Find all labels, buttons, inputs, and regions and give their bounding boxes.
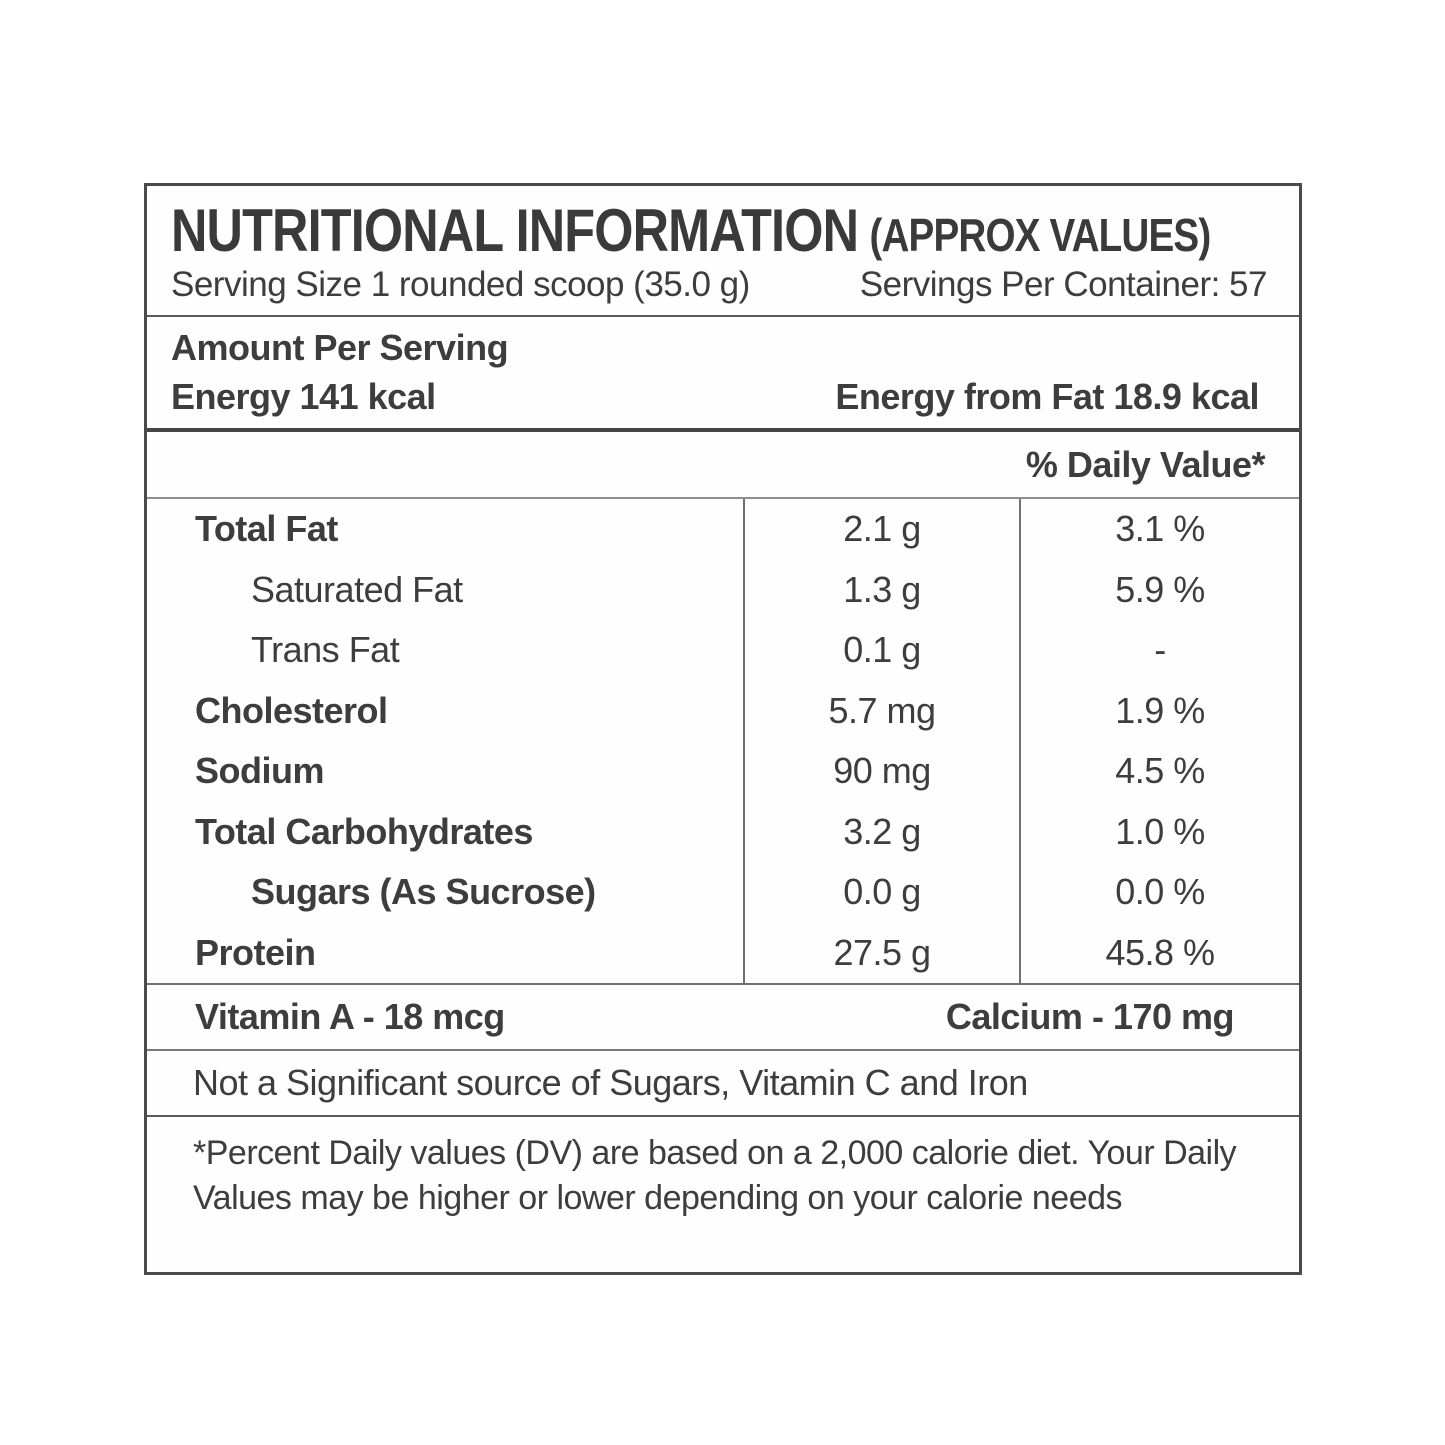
not-significant-row: Not a Significant source of Sugars, Vita…	[147, 1049, 1299, 1115]
energy-text: Energy 141 kcal	[171, 376, 436, 417]
table-row: Saturated Fat 1.3 g 5.9 %	[147, 559, 1299, 620]
header-section: NUTRITIONAL INFORMATION (APPROX VALUES) …	[147, 186, 1299, 315]
page-title: NUTRITIONAL INFORMATION	[171, 197, 859, 264]
footnote-section: *Percent Daily values (DV) are based on …	[147, 1115, 1299, 1272]
nutrient-amount: 27.5 g	[743, 922, 1021, 983]
daily-value-header-text: % Daily Value*	[1025, 443, 1266, 485]
micronutrients-row: Vitamin A - 18 mcg Calcium - 170 mg	[147, 983, 1299, 1049]
nutrient-amount: 0.1 g	[743, 620, 1021, 681]
calcium-text: Calcium - 170 mg	[945, 996, 1235, 1037]
nutrient-daily-value: 0.0 %	[1115, 871, 1205, 913]
nutrient-daily-value: 1.0 %	[1115, 810, 1205, 852]
title-line: NUTRITIONAL INFORMATION (APPROX VALUES)	[171, 196, 1211, 265]
nutrient-daily-value: 1.9 %	[1115, 689, 1205, 731]
nutrient-label: Total Fat	[195, 508, 338, 550]
nutrient-label: Sugars (As Sucrose)	[251, 871, 596, 913]
serving-line: Serving Size 1 rounded scoop (35.0 g) Se…	[171, 265, 1268, 309]
nutrient-daily-value: 45.8 %	[1105, 931, 1215, 973]
nutrient-label: Cholesterol	[195, 689, 388, 731]
nutrient-amount: 90 mg	[743, 741, 1021, 802]
amount-per-serving-section: Amount Per Serving Energy 141 kcal Energ…	[147, 315, 1299, 428]
amount-per-serving-heading: Amount Per Serving	[171, 327, 509, 368]
daily-value-header-row: % Daily Value*	[147, 428, 1299, 499]
nutrient-amount: 3.2 g	[743, 801, 1021, 862]
nutrient-label: Sodium	[195, 750, 325, 792]
table-row: Sodium 90 mg 4.5 %	[147, 741, 1299, 802]
table-row: Protein 27.5 g 45.8 %	[147, 922, 1299, 983]
nutrient-label: Total Carbohydrates	[195, 810, 533, 852]
table-row: Total Carbohydrates 3.2 g 1.0 %	[147, 801, 1299, 862]
servings-per-container-text: Servings Per Container: 57	[859, 265, 1268, 304]
table-row: Total Fat 2.1 g 3.1 %	[147, 499, 1299, 560]
nutrient-daily-value: -	[1154, 629, 1166, 671]
nutrition-label: NUTRITIONAL INFORMATION (APPROX VALUES) …	[144, 183, 1302, 1275]
nutrient-label: Protein	[195, 931, 316, 973]
energy-from-fat-text: Energy from Fat 18.9 kcal	[835, 376, 1259, 417]
title-approx-values: (APPROX VALUES)	[869, 209, 1211, 261]
nutrient-amount: 1.3 g	[743, 559, 1021, 620]
nutrient-daily-value: 4.5 %	[1115, 750, 1205, 792]
nutrient-amount: 0.0 g	[743, 862, 1021, 923]
energy-line: Energy 141 kcal Energy from Fat 18.9 kca…	[171, 376, 1259, 418]
not-significant-text: Not a Significant source of Sugars, Vita…	[193, 1062, 1028, 1103]
nutrient-amount: 2.1 g	[743, 499, 1021, 560]
nutrient-amount: 5.7 mg	[743, 680, 1021, 741]
table-row: Sugars (As Sucrose) 0.0 g 0.0 %	[147, 862, 1299, 923]
nutrient-table: Total Fat 2.1 g 3.1 % Saturated Fat 1.3 …	[147, 499, 1299, 983]
nutrient-label: Trans Fat	[251, 629, 400, 671]
table-row: Cholesterol 5.7 mg 1.9 %	[147, 680, 1299, 741]
table-row: Trans Fat 0.1 g -	[147, 620, 1299, 681]
nutrient-daily-value: 5.9 %	[1115, 568, 1205, 610]
nutrient-label: Saturated Fat	[251, 568, 463, 610]
vitamin-a-text: Vitamin A - 18 mcg	[195, 996, 505, 1037]
nutrient-daily-value: 3.1 %	[1115, 508, 1205, 550]
daily-value-footnote-text: *Percent Daily values (DV) are based on …	[193, 1134, 1237, 1217]
serving-size-text: Serving Size 1 rounded scoop (35.0 g)	[171, 265, 750, 304]
